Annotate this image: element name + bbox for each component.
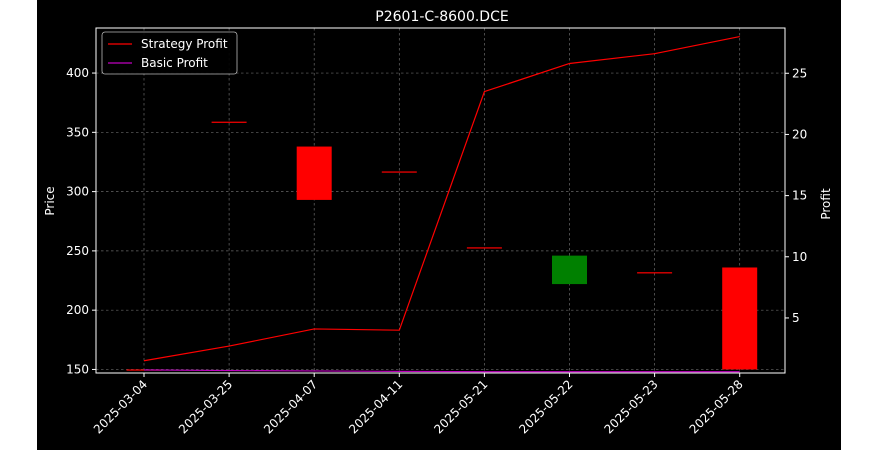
y-right-tick-label: 15 [792,189,807,203]
x-tick-label: 2025-04-07 [261,377,320,436]
axes [95,27,786,374]
y-left-tick-label: 250 [66,244,89,258]
y-left-tick-label: 350 [66,125,89,139]
x-tick-label: 2025-05-21 [431,377,490,436]
profit-lines [143,35,740,373]
candle-2025-05-22 [552,255,587,285]
y-left-tick-label: 400 [66,66,89,80]
legend-label: Basic Profit [141,56,208,70]
grid [96,28,785,373]
chart-figure: 150 200 250 300 350 400 5 10 15 20 25 2025-03-04 202… [37,0,841,450]
chart-title: P2601-C-8600.DCE [375,9,508,25]
x-tick-label: 2025-05-28 [687,377,746,436]
ticks: 150 200 250 300 350 400 5 10 15 20 25 2025-03-04 202… [66,66,807,436]
x-tick-label: 2025-05-22 [516,377,575,436]
x-tick-label: 2025-03-25 [176,377,235,436]
y-axis-left-label: Price [43,186,57,215]
y-right-tick-label: 10 [792,250,807,264]
x-tick-label: 2025-05-23 [602,377,661,436]
y-left-tick-label: 200 [66,303,89,317]
x-tick-label: 2025-03-04 [91,377,150,436]
candle-2025-04-11 [381,171,417,173]
y-left-tick-label: 300 [66,185,89,199]
series-line-basic-profit [143,369,740,373]
candle-2025-05-23 [637,272,673,274]
candle-2025-03-25 [211,121,247,123]
y-right-tick-label: 25 [792,66,807,80]
plot-frame [95,27,786,374]
legend-label: Strategy Profit [141,37,228,51]
legend-box [101,31,238,75]
legend: Strategy Profit Basic Profit [101,31,238,75]
y-right-tick-label: 5 [792,311,800,325]
candles [126,121,758,371]
candle-2025-05-21 [466,247,502,249]
candle-2025-04-07 [296,146,332,200]
y-axis-right-label: Profit [819,188,833,220]
chart-svg: 150 200 250 300 350 400 5 10 15 20 25 2025-03-04 202… [43,9,833,436]
y-right-tick-label: 20 [792,127,807,141]
y-left-tick-label: 150 [66,362,89,376]
candle-2025-05-28 [722,267,758,370]
series-line-strategy-profit [143,35,740,362]
x-tick-label: 2025-04-11 [346,377,405,436]
